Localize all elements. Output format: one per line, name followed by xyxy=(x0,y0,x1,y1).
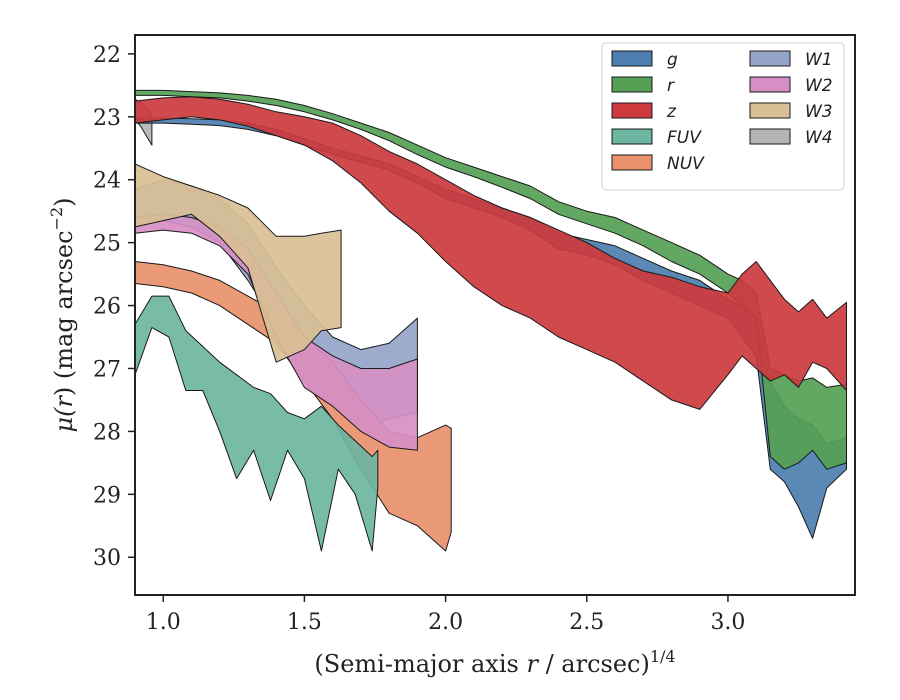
legend-swatch-nuv xyxy=(611,154,653,171)
x-tick-label: 2.5 xyxy=(569,610,604,635)
legend: grz FUV NUV W1 W2 W3 W4 xyxy=(601,42,845,191)
y-tick-label: 25 xyxy=(93,232,121,257)
series-bands xyxy=(135,89,847,552)
x-tick-label: 1.5 xyxy=(287,610,322,635)
legend-label-z: z xyxy=(666,102,677,122)
legend-label-nuv: NUV xyxy=(667,154,705,174)
legend-swatch-g xyxy=(611,50,653,67)
legend-swatch-w2 xyxy=(749,76,791,93)
plot-frame xyxy=(134,34,856,596)
x-axis-title: (Semi-major axis r / arcsec)1/4 xyxy=(314,647,675,678)
y-tick-label: 22 xyxy=(93,43,121,68)
y-axis-title: μ(r) (mag arcsec−2) xyxy=(47,197,78,432)
y-axis: 22 23 24 25 26 27 28 29 30 xyxy=(93,43,135,571)
legend-label-fuv: FUV xyxy=(667,128,702,148)
legend-label-w1: W1 xyxy=(805,50,833,70)
legend-label-w4: W4 xyxy=(805,128,833,148)
y-tick-label: 24 xyxy=(93,169,121,194)
legend-label-w3: W3 xyxy=(805,102,833,122)
legend-label-g: g xyxy=(667,50,678,70)
legend-swatch-z xyxy=(611,102,653,119)
band-w3 xyxy=(135,163,342,363)
legend-swatch-w3 xyxy=(749,102,791,119)
band-z xyxy=(135,96,847,410)
y-tick-label: 29 xyxy=(93,483,121,508)
legend-label-w2: W2 xyxy=(805,76,833,96)
band-r xyxy=(135,89,847,470)
legend-swatch-w4 xyxy=(749,128,791,145)
legend-swatch-fuv xyxy=(611,128,653,145)
y-tick-label: 26 xyxy=(93,295,121,320)
y-tick-label: 28 xyxy=(93,420,121,445)
y-tick-label: 30 xyxy=(93,546,121,571)
y-tick-label: 27 xyxy=(93,357,121,382)
x-tick-label: 1.0 xyxy=(146,610,181,635)
legend-swatch-w1 xyxy=(749,50,791,67)
band-fuv xyxy=(135,295,379,552)
legend-swatch-r xyxy=(611,76,653,93)
y-tick-label: 23 xyxy=(93,106,121,131)
x-axis: 1.0 1.5 2.0 2.5 3.0 xyxy=(146,595,745,635)
x-tick-label: 3.0 xyxy=(710,610,745,635)
legend-label-r: r xyxy=(667,76,675,96)
x-tick-label: 2.0 xyxy=(428,610,463,635)
